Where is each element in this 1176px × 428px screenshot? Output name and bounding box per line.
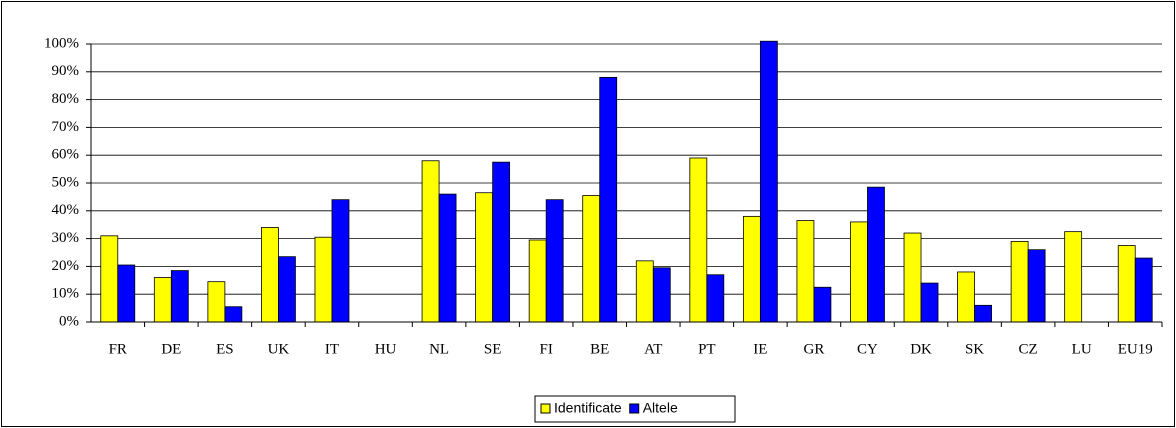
bar bbox=[261, 227, 279, 323]
bar bbox=[528, 239, 547, 323]
x-tick-label: FI bbox=[540, 341, 553, 357]
bar bbox=[689, 157, 708, 323]
bar bbox=[974, 304, 992, 323]
x-tick-label: UK bbox=[268, 341, 290, 357]
bar bbox=[920, 282, 939, 323]
x-tick-label: IE bbox=[753, 341, 767, 357]
bar bbox=[331, 199, 350, 323]
x-tick-label: GR bbox=[804, 341, 825, 357]
y-tick-label: 70% bbox=[52, 119, 80, 135]
bar bbox=[170, 270, 189, 323]
legend-swatch bbox=[629, 403, 640, 414]
bar bbox=[1134, 257, 1153, 323]
x-tick-label: ES bbox=[216, 341, 234, 357]
bar bbox=[850, 221, 868, 323]
bar bbox=[652, 267, 671, 323]
bar bbox=[759, 40, 778, 323]
bar bbox=[867, 186, 885, 323]
bar bbox=[1027, 249, 1046, 323]
bar bbox=[957, 271, 975, 323]
legend-label: Altele bbox=[643, 400, 678, 416]
bar bbox=[492, 161, 511, 323]
y-tick-label: 40% bbox=[52, 202, 80, 218]
x-tick-label: CZ bbox=[1019, 341, 1038, 357]
x-tick-label: CY bbox=[857, 341, 878, 357]
bar bbox=[813, 286, 832, 323]
bar bbox=[153, 277, 172, 323]
bar bbox=[475, 192, 494, 323]
y-tick-label: 50% bbox=[52, 174, 80, 190]
x-tick-label: DE bbox=[161, 341, 181, 357]
bar bbox=[314, 236, 333, 323]
bar bbox=[224, 306, 243, 323]
bar bbox=[278, 256, 296, 323]
bar bbox=[1064, 231, 1083, 323]
x-tick-label: FR bbox=[109, 341, 127, 357]
bar bbox=[1117, 245, 1136, 323]
x-tick-label: LU bbox=[1072, 341, 1092, 357]
x-tick-label: AT bbox=[644, 341, 662, 357]
y-tick-label: 60% bbox=[52, 147, 80, 163]
y-tick-label: 100% bbox=[44, 35, 79, 51]
y-tick-label: 90% bbox=[52, 63, 80, 79]
bar bbox=[599, 76, 618, 323]
bar bbox=[207, 281, 226, 323]
y-tick-label: 30% bbox=[52, 230, 80, 246]
y-tick-label: 80% bbox=[52, 91, 80, 107]
bar bbox=[706, 274, 725, 323]
x-tick-label: EU19 bbox=[1118, 341, 1153, 357]
x-tick-label: HU bbox=[375, 341, 397, 357]
bar bbox=[421, 160, 440, 323]
bar bbox=[796, 220, 815, 323]
x-tick-label: BE bbox=[590, 341, 609, 357]
legend-swatch bbox=[540, 403, 551, 414]
legend-label: Identificate bbox=[554, 400, 622, 416]
bar bbox=[117, 264, 136, 323]
x-tick-label: SE bbox=[484, 341, 502, 357]
bar bbox=[903, 232, 922, 323]
x-tick-label: IT bbox=[325, 341, 339, 357]
bar bbox=[545, 199, 564, 323]
x-tick-label: DK bbox=[910, 341, 932, 357]
y-tick-label: 20% bbox=[52, 258, 80, 274]
x-tick-label: SK bbox=[965, 341, 984, 357]
bar bbox=[742, 215, 761, 323]
x-tick-label: PT bbox=[698, 341, 716, 357]
bar bbox=[582, 195, 601, 323]
bar bbox=[100, 235, 119, 323]
x-tick-label: NL bbox=[429, 341, 449, 357]
bar bbox=[438, 193, 457, 323]
bar bbox=[635, 260, 654, 323]
bar bbox=[1010, 240, 1029, 323]
y-tick-label: 10% bbox=[52, 286, 80, 302]
y-tick-label: 0% bbox=[59, 313, 79, 329]
